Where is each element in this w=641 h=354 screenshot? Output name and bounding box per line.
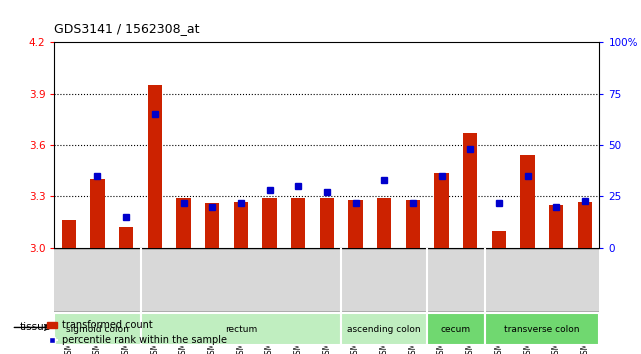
Bar	[520, 155, 535, 248]
Text: tissue: tissue	[20, 322, 51, 332]
Bar	[291, 198, 305, 248]
Bar	[428, 313, 485, 345]
Bar	[140, 313, 341, 345]
Text: GDS3141 / 1562308_at: GDS3141 / 1562308_at	[54, 22, 200, 35]
Text: cecum: cecum	[441, 325, 471, 334]
Bar	[320, 198, 334, 248]
Bar	[406, 200, 420, 248]
Bar	[549, 205, 563, 248]
Text: sigmoid colon: sigmoid colon	[66, 325, 129, 334]
Bar	[147, 85, 162, 248]
Bar	[234, 202, 248, 248]
Bar	[377, 198, 392, 248]
Bar	[90, 179, 104, 248]
Bar	[492, 231, 506, 248]
Bar	[54, 313, 140, 345]
Bar	[341, 313, 428, 345]
Text: transverse colon: transverse colon	[504, 325, 579, 334]
Text: rectum: rectum	[225, 325, 257, 334]
Bar	[119, 227, 133, 248]
Bar	[62, 221, 76, 248]
Bar	[262, 198, 277, 248]
Bar	[176, 198, 191, 248]
Legend: transformed count, percentile rank within the sample: transformed count, percentile rank withi…	[44, 316, 231, 349]
Bar	[349, 200, 363, 248]
Text: ascending colon: ascending colon	[347, 325, 421, 334]
Bar	[485, 313, 599, 345]
Bar	[578, 202, 592, 248]
Bar	[463, 133, 478, 248]
Bar	[435, 172, 449, 248]
Bar	[205, 203, 219, 248]
